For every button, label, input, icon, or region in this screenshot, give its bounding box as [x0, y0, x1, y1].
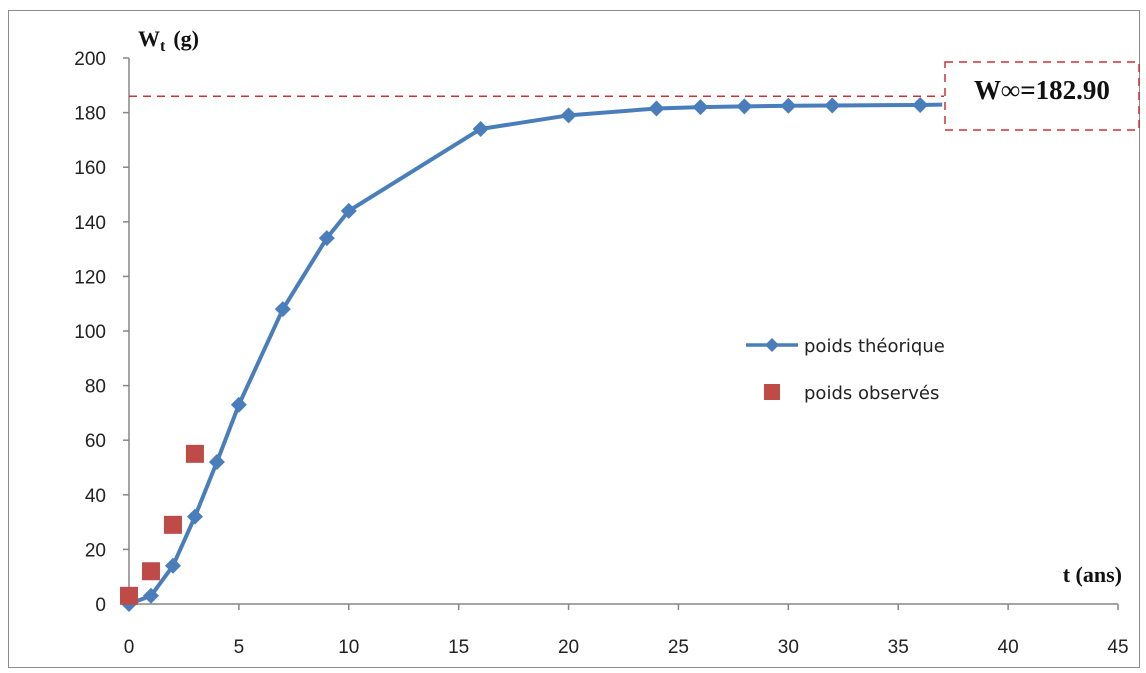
legend-square-observes [764, 384, 780, 400]
x-tick-label: 20 [558, 637, 579, 658]
series-group [120, 96, 943, 612]
asymptote-group: W∞=182.90 [129, 61, 1140, 131]
legend-label-theorique: poids théorique [804, 336, 945, 357]
point-theorique [736, 98, 753, 115]
y-tick-label: 120 [74, 267, 106, 288]
point-theorique [912, 96, 929, 113]
y-tick-label: 40 [85, 486, 106, 507]
point-theorique [340, 202, 357, 219]
point-theorique [472, 120, 489, 137]
legend-diamond-theorique [765, 338, 779, 352]
point-theorique [692, 99, 709, 116]
y-tick-label: 20 [85, 540, 106, 561]
point-theorique [648, 100, 665, 117]
labels-group: Wt (g) t (ans) [138, 26, 1122, 587]
point-theorique [560, 107, 577, 124]
legend-label-observes: poids observés [804, 383, 939, 404]
x-tick-label: 35 [888, 637, 909, 658]
point-observe [141, 562, 160, 581]
y-axis-title-unit: (g) [173, 26, 199, 51]
y-tick-label: 180 [74, 104, 106, 125]
point-observe [163, 515, 182, 534]
point-theorique [186, 508, 203, 525]
point-theorique [164, 557, 181, 574]
x-tick-label: 10 [338, 637, 359, 658]
y-tick-label: 200 [74, 49, 106, 70]
point-theorique [780, 97, 797, 114]
y-axis-title: Wt (g) [138, 26, 199, 55]
asymptote-label-box [944, 61, 1140, 131]
asymptote-label: W∞=182.90 [974, 75, 1110, 105]
y-tick-label: 100 [74, 322, 106, 343]
point-theorique [142, 587, 159, 604]
y-tick-label: 160 [74, 158, 106, 179]
y-axis-title-sub: t [160, 38, 166, 55]
axes: 0 20 40 60 80 100 120 140 160 180 200 0 5 10 15 20 25 30 3… [74, 49, 1128, 658]
point-theorique [208, 454, 225, 471]
y-tick-label: 0 [95, 595, 106, 616]
point-theorique [318, 230, 335, 247]
point-theorique [274, 301, 291, 318]
x-axis-title: t (ans) [1063, 562, 1122, 587]
x-tick-label: 45 [1107, 637, 1128, 658]
point-theorique [824, 97, 841, 114]
point-observe [120, 586, 138, 605]
y-axis-title-main: W [138, 26, 160, 51]
y-tick-label: 60 [85, 431, 106, 452]
x-tick-label: 30 [778, 637, 799, 658]
point-theorique [230, 396, 247, 413]
point-observe [185, 444, 204, 463]
y-tick-label: 80 [85, 377, 106, 398]
x-tick-label: 25 [668, 637, 689, 658]
legend: poids théorique poids observés [746, 336, 945, 404]
x-tick-label: 15 [448, 637, 469, 658]
x-tick-label: 0 [124, 637, 135, 658]
x-tick-label: 5 [234, 637, 245, 658]
y-tick-label: 140 [74, 213, 106, 234]
x-tick-label: 40 [998, 637, 1019, 658]
